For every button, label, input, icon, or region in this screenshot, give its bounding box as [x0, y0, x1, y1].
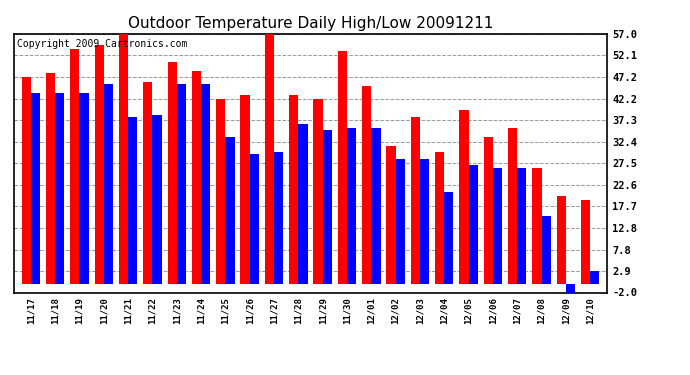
Bar — [444, 192, 453, 284]
Bar — [493, 168, 502, 284]
Bar — [395, 159, 405, 284]
Bar — [298, 124, 308, 284]
Bar — [119, 34, 128, 284]
Bar — [323, 130, 332, 284]
Bar — [508, 128, 518, 284]
Bar — [347, 128, 356, 284]
Bar — [70, 49, 79, 284]
Bar — [95, 45, 103, 284]
Bar — [55, 93, 64, 284]
Bar — [46, 73, 55, 284]
Bar — [31, 93, 40, 284]
Bar — [250, 154, 259, 284]
Bar — [201, 84, 210, 284]
Bar — [337, 51, 347, 284]
Bar — [411, 117, 420, 284]
Bar — [532, 168, 542, 284]
Bar — [469, 165, 477, 284]
Bar — [557, 196, 566, 284]
Bar — [420, 159, 429, 284]
Bar — [566, 284, 575, 292]
Bar — [177, 84, 186, 284]
Bar — [590, 271, 600, 284]
Bar — [152, 115, 161, 284]
Bar — [484, 137, 493, 284]
Bar — [518, 168, 526, 284]
Text: Copyright 2009 Cartronics.com: Copyright 2009 Cartronics.com — [17, 39, 187, 49]
Bar — [144, 82, 152, 284]
Bar — [313, 99, 323, 284]
Bar — [168, 62, 177, 284]
Bar — [216, 99, 226, 284]
Bar — [435, 152, 444, 284]
Bar — [240, 95, 250, 284]
Bar — [226, 137, 235, 284]
Title: Outdoor Temperature Daily High/Low 20091211: Outdoor Temperature Daily High/Low 20091… — [128, 16, 493, 31]
Bar — [371, 128, 381, 284]
Bar — [128, 117, 137, 284]
Bar — [460, 111, 469, 284]
Bar — [21, 77, 31, 284]
Bar — [289, 95, 298, 284]
Bar — [542, 216, 551, 284]
Bar — [104, 84, 113, 284]
Bar — [79, 93, 89, 284]
Bar — [581, 200, 590, 284]
Bar — [192, 71, 201, 284]
Bar — [386, 146, 395, 284]
Bar — [265, 34, 274, 284]
Bar — [362, 86, 371, 284]
Bar — [274, 152, 284, 284]
